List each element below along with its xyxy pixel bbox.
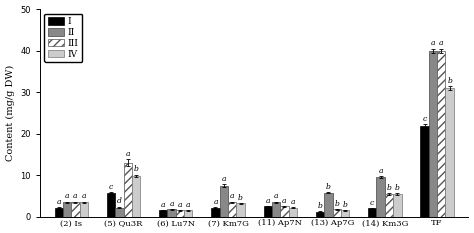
Text: a: a (291, 198, 295, 206)
Text: a: a (230, 192, 235, 200)
Bar (228, 202, 237, 217)
Bar (420, 126, 428, 217)
Text: d: d (117, 197, 122, 206)
Bar (289, 208, 297, 217)
Text: a: a (169, 199, 174, 208)
Bar (428, 51, 437, 217)
Bar (63, 202, 71, 217)
Text: a: a (65, 192, 69, 200)
Bar (341, 210, 349, 217)
Text: b: b (395, 184, 400, 192)
Text: b: b (326, 182, 331, 191)
Text: a: a (82, 192, 86, 200)
Bar (55, 208, 63, 217)
Text: a: a (378, 167, 383, 175)
Bar (124, 163, 132, 217)
Bar (316, 212, 324, 217)
Text: b: b (318, 202, 322, 210)
Text: b: b (334, 199, 339, 208)
Text: a: a (126, 150, 130, 158)
Text: b: b (447, 77, 452, 85)
Bar (132, 176, 140, 217)
Text: a: a (222, 175, 226, 183)
Bar (333, 209, 341, 217)
Text: b: b (343, 201, 347, 209)
Text: a: a (265, 197, 270, 205)
Text: c: c (370, 199, 374, 207)
Bar (159, 210, 167, 217)
Y-axis label: Content (mg/g DW): Content (mg/g DW) (6, 65, 15, 161)
Bar (264, 206, 272, 217)
Text: a: a (73, 192, 78, 200)
Text: b: b (134, 165, 138, 174)
Text: a: a (213, 198, 218, 206)
Text: a: a (431, 39, 435, 47)
Text: c: c (109, 182, 113, 191)
Bar (280, 206, 289, 217)
Bar (437, 51, 446, 217)
Bar (184, 210, 192, 217)
Bar (385, 194, 393, 217)
Bar (71, 202, 80, 217)
Text: a: a (439, 39, 444, 47)
Bar (376, 177, 385, 217)
Text: a: a (56, 198, 61, 206)
Text: a: a (186, 201, 191, 209)
Bar (272, 202, 280, 217)
Bar (167, 209, 176, 217)
Bar (368, 208, 376, 217)
Legend: I, II, III, IV: I, II, III, IV (45, 14, 82, 62)
Bar (446, 88, 454, 217)
Bar (80, 202, 88, 217)
Text: a: a (274, 192, 278, 200)
Bar (211, 208, 219, 217)
Bar (324, 193, 333, 217)
Text: a: a (161, 201, 165, 209)
Bar (219, 185, 228, 217)
Bar (107, 193, 115, 217)
Bar (237, 203, 245, 217)
Text: a: a (282, 197, 287, 205)
Bar (115, 208, 124, 217)
Text: b: b (238, 194, 243, 202)
Bar (176, 210, 184, 217)
Text: a: a (178, 201, 182, 209)
Text: b: b (387, 184, 392, 192)
Text: c: c (422, 115, 427, 123)
Bar (393, 194, 401, 217)
